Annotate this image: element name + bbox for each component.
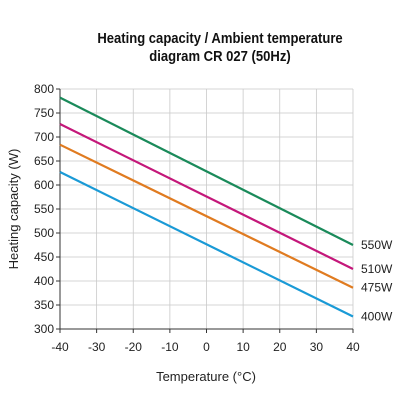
x-tick-label: 30 [310, 340, 324, 354]
chart-subtitle-line: diagram CR 027 (50Hz) [149, 49, 291, 65]
y-tick-label: 450 [34, 250, 54, 264]
x-tick-label: -20 [125, 340, 143, 354]
y-tick-label: 300 [34, 322, 54, 336]
y-axis-title: Heating capacity (W) [6, 149, 21, 270]
axes [56, 88, 354, 333]
x-tick-label: -10 [161, 340, 179, 354]
y-tick-label: 600 [34, 178, 54, 192]
chart-title: Heating capacity / Ambient temperature d… [67, 30, 373, 66]
y-tick-label: 350 [34, 298, 54, 312]
series-line-400w [59, 171, 354, 318]
series-label-475w: 475W [361, 281, 393, 295]
x-tick-label: 0 [203, 340, 210, 354]
y-tick-label: 650 [34, 154, 54, 168]
x-tick-label: 10 [236, 340, 250, 354]
series-line-475w [59, 143, 354, 289]
y-tick-label: 750 [34, 106, 54, 120]
y-tick-label: 550 [34, 202, 54, 216]
series-label-400w: 400W [361, 310, 393, 324]
y-tick-label: 800 [34, 82, 54, 96]
series-line-510w [59, 123, 354, 270]
y-tick-label: 500 [34, 226, 54, 240]
x-tick-label: 20 [273, 340, 287, 354]
y-tick-label: 400 [34, 274, 54, 288]
series-label-550w: 550W [361, 238, 393, 252]
chart-title-line: Heating capacity / Ambient temperature [97, 31, 343, 47]
series-lines [59, 96, 354, 318]
x-tick-label: -40 [51, 340, 69, 354]
x-tick-label: -30 [88, 340, 106, 354]
series-line-550w [59, 96, 354, 246]
series-labels: 550W 510W 475W 400W [361, 238, 393, 324]
x-tick-label: 40 [346, 340, 360, 354]
series-label-510w: 510W [361, 262, 393, 276]
y-tick-label: 700 [34, 130, 54, 144]
x-axis-title: Temperature (°C) [156, 369, 256, 384]
